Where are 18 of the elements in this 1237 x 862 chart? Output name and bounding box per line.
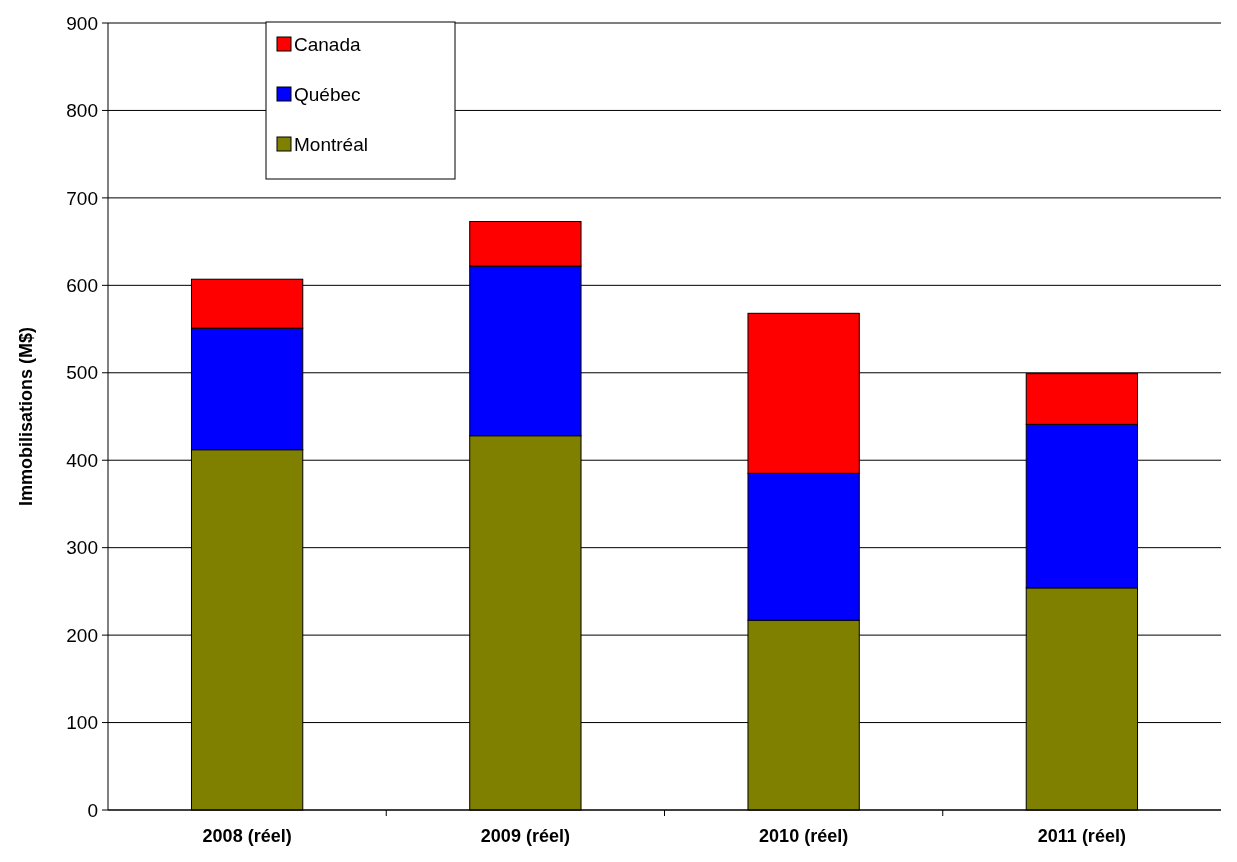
legend-label: Canada <box>294 33 361 55</box>
y-tick-label: 700 <box>66 187 98 209</box>
y-axis-title: Immobilisations (M$) <box>16 326 36 507</box>
y-tick-label: 100 <box>66 712 98 734</box>
x-tick-label: 2009 (réel) <box>480 826 570 846</box>
x-tick-label: 2010 (réel) <box>759 826 849 846</box>
y-tick-label: 400 <box>66 449 98 471</box>
y-tick-label: 800 <box>66 100 98 122</box>
y-tick-label: 300 <box>66 537 98 559</box>
legend-label: Montréal <box>294 133 368 155</box>
y-tick-label: 500 <box>66 362 98 384</box>
legend-label: Québec <box>294 83 361 105</box>
y-tick-label: 600 <box>66 274 98 296</box>
y-tick-label: 900 <box>66 12 98 34</box>
y-tick-label: 0 <box>87 799 98 821</box>
x-tick-label: 2011 (réel) <box>1037 826 1126 846</box>
y-tick-label: 200 <box>66 624 98 646</box>
x-tick-label: 2008 (réel) <box>202 826 292 846</box>
